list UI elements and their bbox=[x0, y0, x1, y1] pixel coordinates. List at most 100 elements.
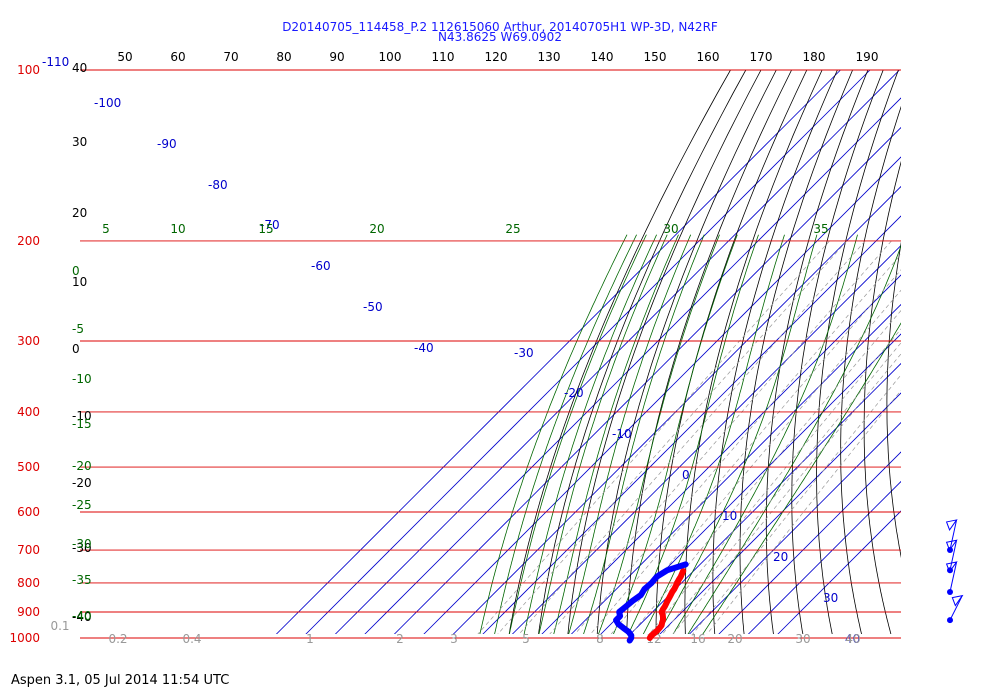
dry-adiabat-top-label: 150 bbox=[644, 50, 667, 64]
isotherm-line bbox=[777, 510, 901, 634]
dry-adiabat-line bbox=[684, 70, 823, 634]
moist-adiabat-left-label: -40 bbox=[72, 609, 92, 623]
dry-adiabat-line bbox=[596, 70, 777, 634]
wind-barb-staff bbox=[949, 519, 958, 551]
pressure-label: 300 bbox=[17, 334, 40, 348]
chart-location: N43.8625 W69.0902 bbox=[438, 30, 562, 44]
mixing-ratio-label: 20 bbox=[727, 632, 742, 646]
dry-adiabat-left-label: 0 bbox=[72, 342, 80, 356]
isotherm-line bbox=[393, 126, 901, 634]
dry-adiabat-top-label: 110 bbox=[432, 50, 455, 64]
moist-adiabat-line bbox=[627, 234, 759, 634]
isotherm-line bbox=[334, 70, 900, 634]
dry-adiabat-line bbox=[886, 241, 901, 559]
dry-adiabat-left-label: 40 bbox=[72, 61, 87, 75]
moist-adiabat-line bbox=[642, 234, 785, 634]
dry-adiabat-left-label: -30 bbox=[72, 541, 92, 555]
pressure-label: 700 bbox=[17, 543, 40, 557]
moist-adiabat-line bbox=[538, 234, 668, 634]
dry-adiabat-top-label: 50 bbox=[117, 50, 132, 64]
dry-adiabat-top-label: 170 bbox=[750, 50, 773, 64]
dry-adiabat-line bbox=[655, 70, 808, 634]
dry-adiabat-line bbox=[973, 70, 1000, 650]
mixing-ratio-line bbox=[662, 342, 901, 634]
dry-adiabat-left-label: 20 bbox=[72, 206, 87, 220]
moist-adiabat-top-label: 20 bbox=[369, 222, 384, 236]
isotherm-label: -40 bbox=[414, 341, 434, 355]
mixing-ratio-line bbox=[518, 240, 866, 634]
isotherm-line bbox=[423, 156, 901, 634]
moist-adiabat-top-label: 25 bbox=[505, 222, 520, 236]
dry-adiabat-line bbox=[931, 70, 985, 650]
moist-adiabat-left-label: -35 bbox=[72, 573, 92, 587]
dry-adiabat-line bbox=[538, 70, 747, 634]
dry-adiabat-line bbox=[765, 70, 869, 634]
mixing-ratio-line bbox=[497, 240, 848, 634]
isotherm-label: 30 bbox=[823, 591, 838, 605]
isotherm-label: -20 bbox=[564, 386, 584, 400]
dry-adiabat-line bbox=[816, 70, 899, 634]
pressure-label: 500 bbox=[17, 460, 40, 474]
dry-adiabat-line bbox=[626, 70, 792, 634]
mixing-ratio-line bbox=[549, 240, 892, 634]
dry-adiabat-line bbox=[791, 70, 884, 634]
moist-adiabat-line bbox=[479, 234, 628, 634]
mixing-ratio-label: 3 bbox=[450, 632, 458, 646]
mixing-ratio-label: 2 bbox=[396, 632, 404, 646]
dry-adiabat-left-label: 30 bbox=[72, 135, 87, 149]
isotherm-label: -110 bbox=[42, 55, 69, 69]
dry-adiabat-left-label: -20 bbox=[72, 476, 92, 490]
mixing-ratio-label: 0.1 bbox=[50, 619, 69, 633]
dry-adiabat-line bbox=[840, 105, 901, 634]
dry-adiabat-top-label: 90 bbox=[329, 50, 344, 64]
temperature-trace bbox=[646, 568, 687, 641]
wind-barb-flag bbox=[945, 539, 958, 552]
isotherm-line bbox=[688, 421, 901, 634]
moist-adiabat-line bbox=[598, 234, 720, 634]
chart-title: D20140705_114458_P.2 112615060 Arthur, 2… bbox=[282, 20, 718, 34]
isotherm-label: -100 bbox=[94, 96, 121, 110]
pressure-label: 600 bbox=[17, 505, 40, 519]
wind-barb-staff bbox=[949, 561, 958, 593]
mixing-ratio-line bbox=[590, 269, 901, 634]
isotherm-line bbox=[600, 333, 901, 634]
isotherm-line bbox=[452, 185, 901, 634]
dry-adiabat-line bbox=[712, 70, 838, 634]
footer-caption: Aspen 3.1, 05 Jul 2014 11:54 UTC bbox=[11, 673, 230, 688]
moist-adiabat-line bbox=[553, 234, 679, 634]
isotherm-line bbox=[511, 244, 901, 634]
isotherm-label: 0 bbox=[682, 468, 690, 482]
dry-adiabat-top-label: 80 bbox=[276, 50, 291, 64]
pressure-label: 900 bbox=[17, 605, 40, 619]
isotherm-label: -50 bbox=[363, 300, 383, 314]
isotherm-line bbox=[718, 451, 901, 634]
dry-adiabat-top-label: 160 bbox=[697, 50, 720, 64]
mixing-ratio-line bbox=[574, 253, 901, 634]
dry-adiabat-top-label: 70 bbox=[223, 50, 238, 64]
isotherm-label: 10 bbox=[722, 509, 737, 523]
pressure-label: 100 bbox=[17, 63, 40, 77]
mixing-ratio-line bbox=[672, 353, 901, 634]
dry-adiabat-top-label: 120 bbox=[485, 50, 508, 64]
dry-adiabat-top-label: 140 bbox=[591, 50, 614, 64]
dry-adiabat-left-label: 10 bbox=[72, 275, 87, 289]
dry-adiabat-top-label: 60 bbox=[170, 50, 185, 64]
mixing-ratio-label: 40 bbox=[845, 632, 860, 646]
mixing-ratio-line bbox=[648, 328, 901, 634]
dry-adiabat-top-label: 100 bbox=[379, 50, 402, 64]
moist-adiabat-top-label: 15 bbox=[258, 222, 273, 236]
grid-lines bbox=[275, 70, 1000, 650]
pressure-label: 200 bbox=[17, 234, 40, 248]
mixing-ratio-line bbox=[477, 240, 830, 634]
dry-adiabat-left-label: -10 bbox=[72, 409, 92, 423]
pressure-label: 800 bbox=[17, 576, 40, 590]
wind-barb-flag bbox=[951, 594, 964, 607]
mixing-ratio-line bbox=[706, 389, 901, 634]
isotherm-line bbox=[275, 70, 841, 634]
dewpoint-trace bbox=[613, 561, 689, 644]
isotherm-label: 40 bbox=[845, 632, 860, 646]
moist-adiabat-line bbox=[702, 322, 901, 634]
mixing-ratio-label: 16 bbox=[690, 632, 705, 646]
dry-adiabat-line bbox=[993, 70, 1000, 650]
moist-adiabat-line bbox=[494, 234, 637, 634]
